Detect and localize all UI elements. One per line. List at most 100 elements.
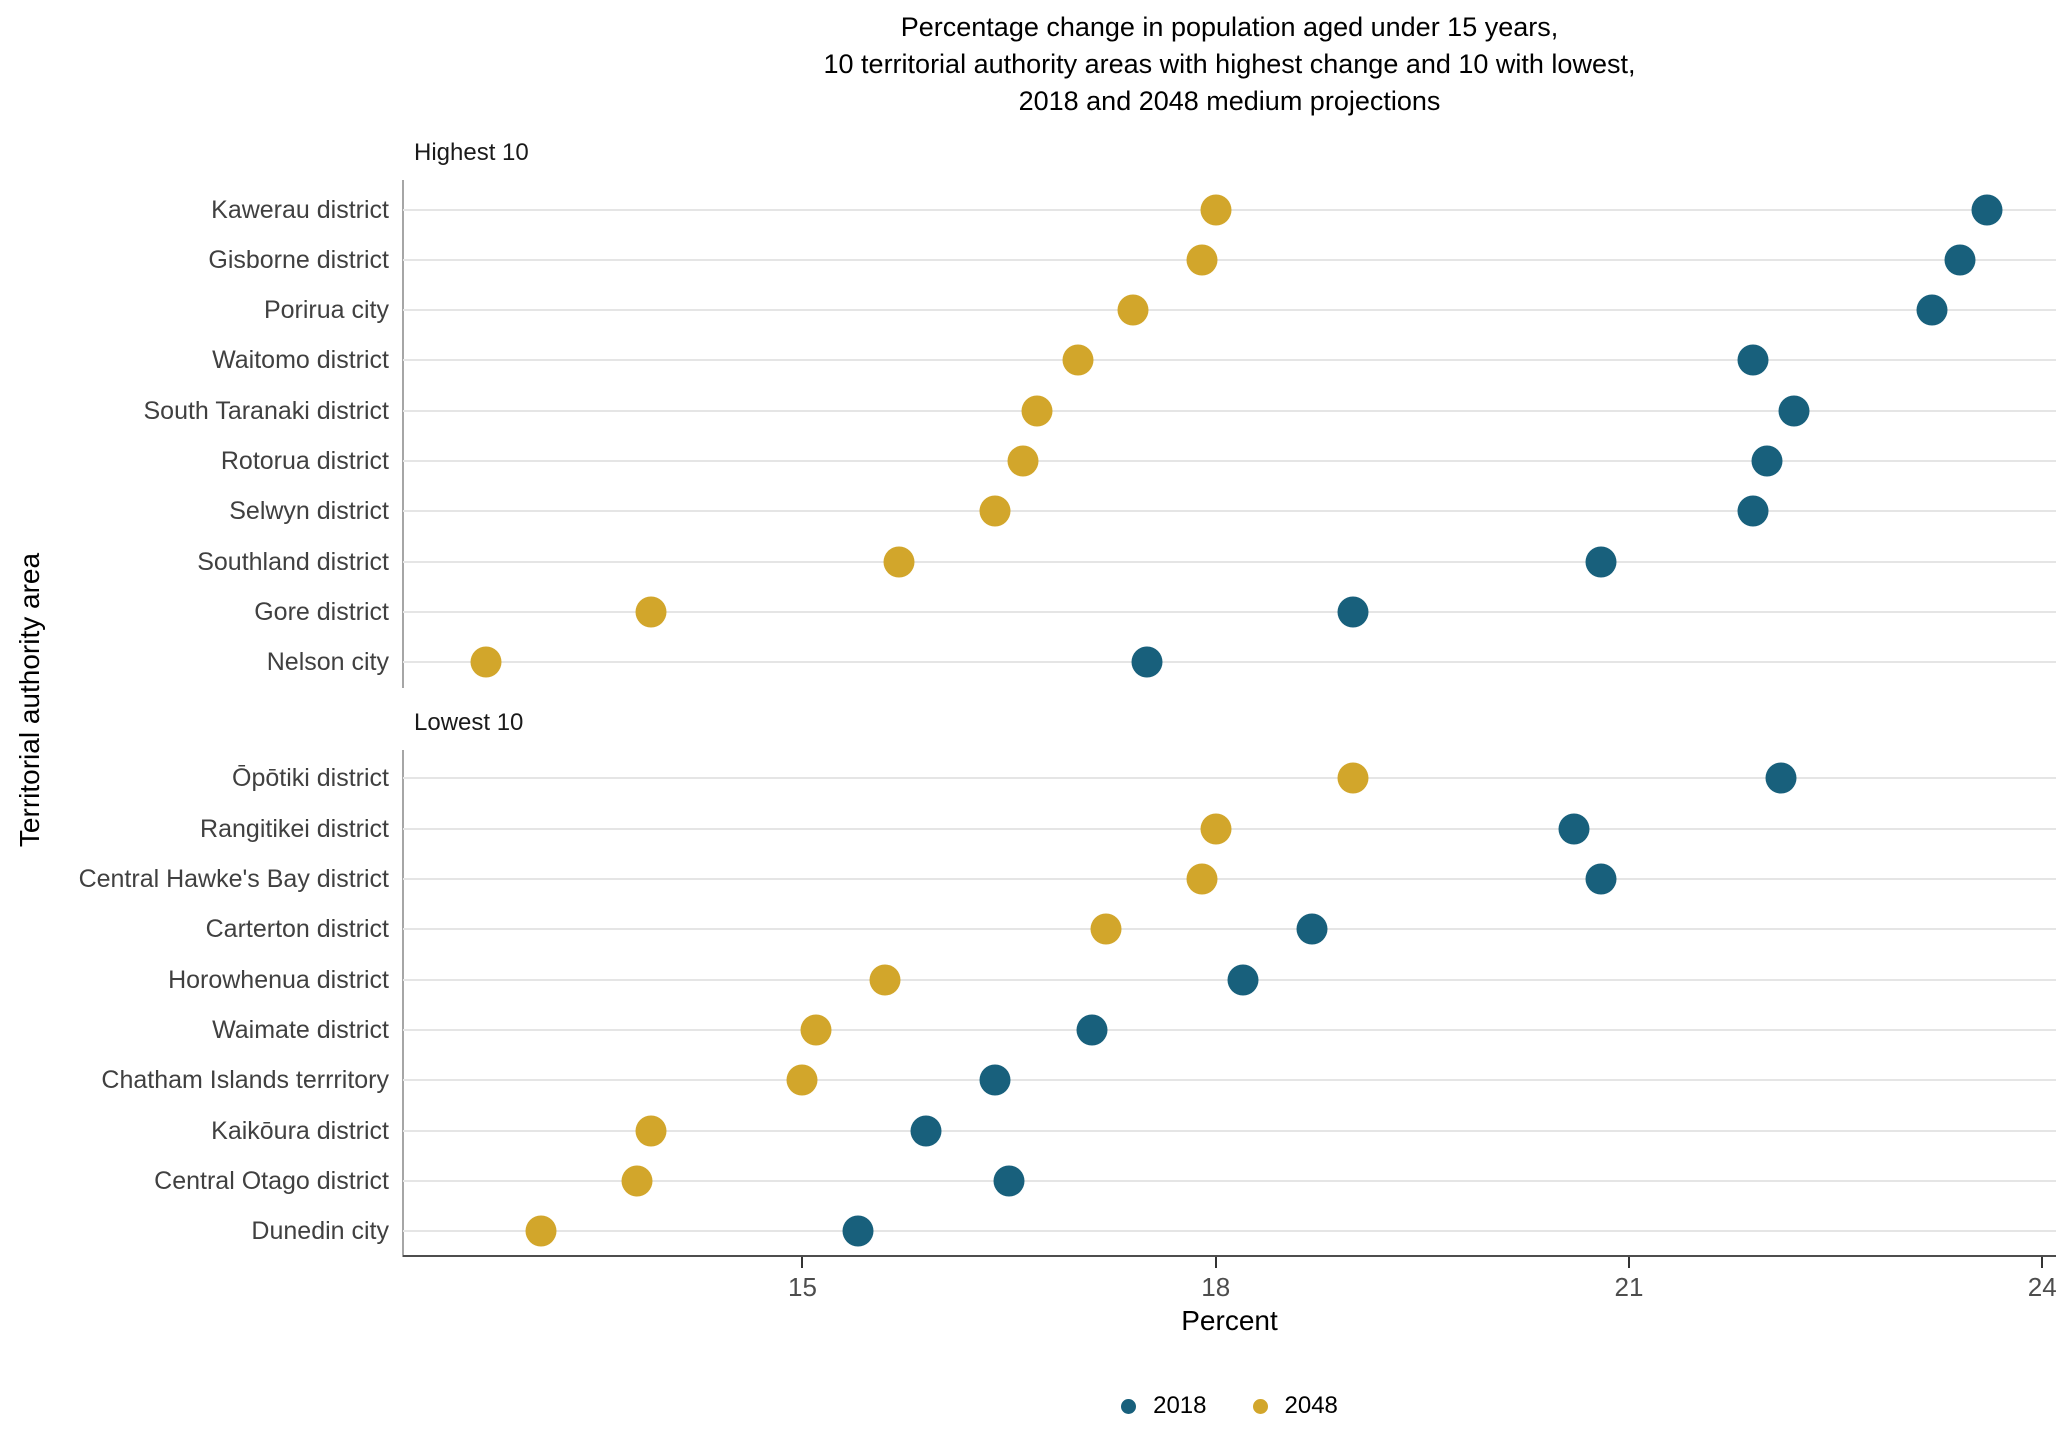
data-point-2048 bbox=[800, 1014, 832, 1046]
legend: 2018 2048 bbox=[403, 1392, 2056, 1420]
gridline bbox=[403, 359, 2056, 362]
data-point-2018 bbox=[979, 1064, 1011, 1096]
x-tick-label: 18 bbox=[1201, 1272, 1231, 1302]
x-tick bbox=[801, 1257, 804, 1268]
category-label: Rangitikei district bbox=[200, 814, 389, 843]
legend-swatch-2048 bbox=[1252, 1398, 1268, 1414]
data-point-2018 bbox=[1778, 395, 1810, 427]
data-point-2048 bbox=[1186, 244, 1218, 276]
data-point-2048 bbox=[1337, 762, 1369, 794]
data-point-2048 bbox=[635, 1115, 667, 1147]
data-point-2018 bbox=[1765, 762, 1796, 794]
x-tick bbox=[1627, 1257, 1630, 1268]
gridline bbox=[403, 877, 2056, 880]
data-point-2018 bbox=[1296, 913, 1328, 945]
x-tick bbox=[1214, 1257, 1217, 1268]
data-point-2018 bbox=[1944, 244, 1976, 276]
data-point-2048 bbox=[786, 1064, 818, 1096]
data-point-2018 bbox=[1227, 964, 1259, 996]
category-label: Central Hawke's Bay district bbox=[78, 864, 389, 893]
gridline bbox=[403, 309, 2056, 312]
category-label: Nelson city bbox=[266, 648, 389, 677]
category-label: Waitomo district bbox=[212, 346, 389, 375]
data-point-2048 bbox=[470, 646, 502, 678]
data-point-2048 bbox=[883, 546, 915, 578]
chart-title: Percentage change in population aged und… bbox=[823, 12, 1636, 116]
data-point-2018 bbox=[1751, 445, 1783, 477]
x-tick-label: 15 bbox=[788, 1272, 817, 1302]
panel-axis-line bbox=[402, 750, 404, 1258]
category-label: Gisborne district bbox=[208, 245, 389, 274]
data-point-2048 bbox=[1090, 913, 1122, 945]
gridline bbox=[403, 661, 2056, 664]
gridline bbox=[403, 777, 2056, 780]
x-tick bbox=[2041, 1257, 2044, 1268]
panel-label: Lowest 10 bbox=[414, 709, 524, 736]
category-label: Carterton district bbox=[205, 915, 389, 944]
category-label: Porirua city bbox=[263, 296, 389, 325]
data-point-2048 bbox=[979, 495, 1011, 527]
data-point-2018 bbox=[1337, 596, 1369, 628]
panel-axis-line bbox=[402, 180, 404, 689]
category-label: Dunedin city bbox=[251, 1217, 389, 1246]
gridline bbox=[403, 1129, 2056, 1132]
gridline bbox=[403, 560, 2056, 563]
gridline bbox=[403, 460, 2056, 463]
gridline bbox=[403, 611, 2056, 614]
data-point-2048 bbox=[1200, 194, 1232, 225]
category-label: Central Otago district bbox=[154, 1166, 389, 1195]
data-point-2048 bbox=[1200, 813, 1232, 845]
data-point-2048 bbox=[1021, 395, 1053, 427]
data-point-2018 bbox=[910, 1115, 942, 1147]
x-axis-title: Percent bbox=[1181, 1305, 1278, 1336]
data-point-2048 bbox=[635, 596, 667, 628]
data-point-2018 bbox=[1971, 194, 2003, 225]
data-point-2018 bbox=[1737, 495, 1769, 527]
gridline bbox=[403, 510, 2056, 513]
legend-swatch-2018 bbox=[1121, 1398, 1137, 1414]
category-label: Ōpōtiki district bbox=[232, 764, 389, 793]
panel-label: Highest 10 bbox=[414, 139, 529, 166]
data-point-2018 bbox=[842, 1215, 874, 1247]
gridline bbox=[403, 1079, 2056, 1082]
legend-item-2048: 2048 bbox=[1252, 1392, 1338, 1420]
category-label: Horowhenua district bbox=[168, 965, 389, 994]
category-label: Selwyn district bbox=[229, 497, 389, 526]
data-point-2018 bbox=[993, 1165, 1025, 1197]
x-tick-label: 24 bbox=[2027, 1272, 2057, 1302]
legend-label: 2018 bbox=[1153, 1392, 1207, 1419]
legend-label: 2048 bbox=[1284, 1392, 1338, 1419]
data-point-2018 bbox=[1585, 863, 1617, 895]
gridline bbox=[403, 928, 2056, 931]
category-label: South Taranaki district bbox=[143, 396, 390, 425]
data-point-2048 bbox=[1186, 863, 1218, 895]
category-label: Waimate district bbox=[212, 1015, 389, 1044]
x-tick-label: 21 bbox=[1614, 1272, 1644, 1302]
legend-item-2018: 2018 bbox=[1121, 1392, 1207, 1420]
data-point-2048 bbox=[1117, 294, 1149, 326]
data-point-2048 bbox=[1062, 344, 1094, 376]
gridline bbox=[403, 1179, 2056, 1182]
data-point-2048 bbox=[621, 1165, 653, 1197]
gridline bbox=[403, 258, 2056, 261]
data-point-2018 bbox=[1076, 1014, 1108, 1046]
x-axis-line bbox=[403, 1255, 2056, 1257]
gridline bbox=[403, 1230, 2056, 1233]
gridline bbox=[403, 1028, 2056, 1031]
category-label: Chatham Islands terrritory bbox=[101, 1066, 389, 1095]
category-label: Rotorua district bbox=[220, 447, 389, 476]
category-label: Southland district bbox=[197, 547, 389, 576]
category-label: Kaikōura district bbox=[211, 1116, 389, 1145]
data-point-2048 bbox=[1007, 445, 1039, 477]
category-label: Kawerau district bbox=[211, 195, 389, 224]
data-point-2048 bbox=[869, 964, 901, 996]
data-point-2018 bbox=[1916, 294, 1948, 326]
category-label: Gore district bbox=[254, 598, 389, 627]
data-point-2048 bbox=[525, 1215, 557, 1247]
data-point-2018 bbox=[1737, 344, 1769, 376]
data-point-2018 bbox=[1558, 813, 1590, 845]
gridline bbox=[403, 409, 2056, 412]
data-point-2018 bbox=[1131, 646, 1163, 678]
data-point-2018 bbox=[1585, 546, 1617, 578]
